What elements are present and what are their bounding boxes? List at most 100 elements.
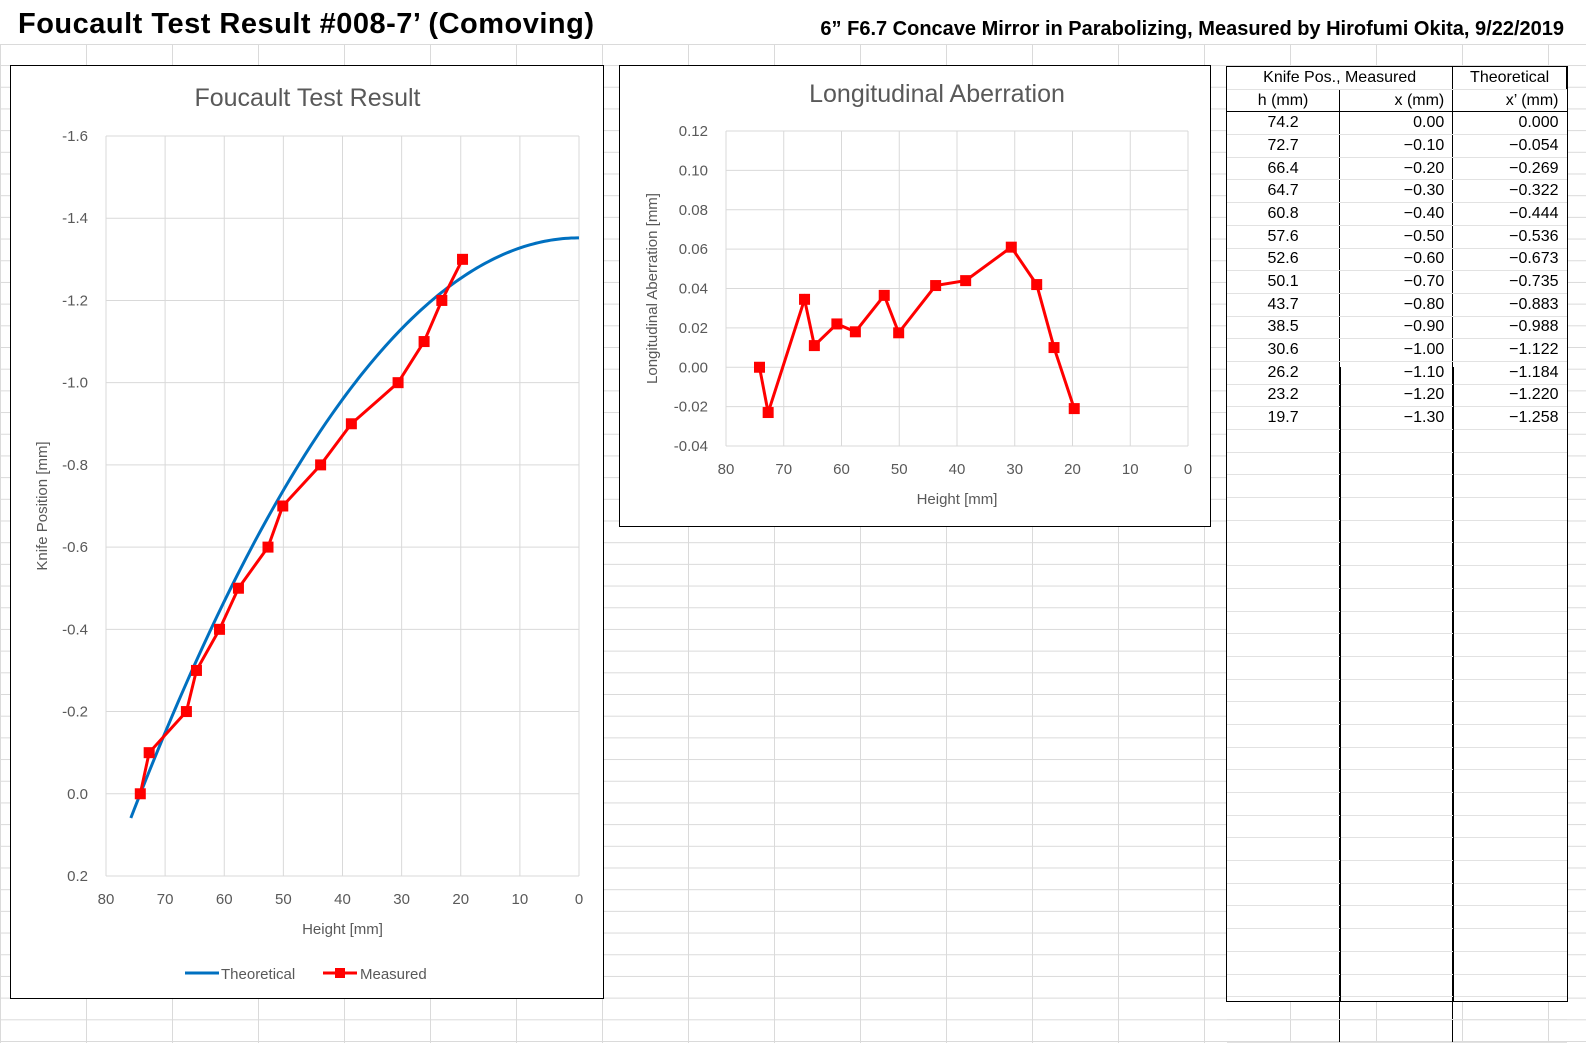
empty-row — [1227, 905, 1567, 930]
empty-cell — [1452, 905, 1567, 930]
y-tick-label: -0.6 — [62, 539, 88, 556]
empty-cell — [1452, 679, 1567, 703]
x-axis-title: Height [mm] — [917, 491, 998, 508]
empty-cell — [1339, 611, 1454, 635]
cell-x: −0.50 — [1339, 225, 1454, 249]
x-tick-label: 0 — [575, 891, 583, 908]
empty-row — [1227, 996, 1567, 1020]
data-point — [1005, 241, 1017, 253]
data-point — [180, 706, 192, 718]
cell-h: 60.8 — [1227, 202, 1341, 226]
table-row: 74.2 0.00 0.000 — [1227, 111, 1567, 136]
empty-cell — [1227, 1019, 1341, 1043]
empty-row — [1227, 883, 1567, 907]
y-tick-label: 0.10 — [679, 162, 708, 179]
data-point — [1031, 279, 1043, 291]
data-point — [232, 582, 244, 594]
empty-cell — [1339, 701, 1454, 725]
header-xprime: x’ (mm) — [1452, 89, 1567, 113]
x-tick-label: 20 — [452, 891, 469, 908]
aberration-chart[interactable]: Longitudinal Aberration 80 70 60 50 40 30 20 10 0… — [619, 65, 1211, 527]
empty-cell — [1227, 452, 1341, 476]
table-row: 26.2 −1.10 −1.184 — [1227, 361, 1567, 385]
cell-x: 0.00 — [1339, 111, 1454, 136]
data-point — [878, 289, 890, 301]
empty-cell — [1227, 542, 1341, 567]
data-point — [960, 275, 972, 287]
empty-row — [1227, 452, 1567, 476]
cell-x: −0.90 — [1339, 316, 1454, 340]
page-subtitle: 6” F6.7 Concave Mirror in Parabolizing, … — [820, 18, 1564, 40]
empty-cell — [1339, 769, 1454, 793]
foucault-chart[interactable]: Foucault Test Result 80 70 60 50 40 30 20 10 0 -1.… — [10, 65, 604, 999]
x-tick-label: 30 — [1006, 461, 1023, 478]
empty-row — [1227, 429, 1567, 453]
cell-x: −1.00 — [1339, 338, 1454, 362]
x-tick-label: 10 — [512, 891, 529, 908]
data-point — [831, 318, 843, 330]
x-tick-label: 80 — [718, 461, 735, 478]
empty-cell — [1452, 769, 1567, 793]
empty-cell — [1452, 883, 1567, 907]
empty-cell — [1339, 1019, 1454, 1043]
table-row: 64.7 −0.30 −0.322 — [1227, 179, 1567, 204]
data-point — [134, 788, 146, 800]
header-measured: Knife Pos., Measured — [1227, 67, 1454, 90]
y-tick-label: 0.12 — [679, 123, 708, 140]
empty-cell — [1452, 1019, 1567, 1043]
empty-cell — [1227, 769, 1341, 793]
empty-cell — [1452, 611, 1567, 635]
cell-h: 50.1 — [1227, 270, 1341, 294]
cell-x: −0.70 — [1339, 270, 1454, 294]
empty-cell — [1227, 497, 1341, 521]
empty-row — [1227, 974, 1567, 998]
empty-cell — [1339, 656, 1454, 680]
empty-row — [1227, 588, 1567, 612]
empty-cell — [1452, 974, 1567, 998]
empty-row — [1227, 951, 1567, 975]
data-point — [190, 664, 202, 676]
empty-cell — [1339, 497, 1454, 521]
x-tick-label: 30 — [393, 891, 410, 908]
x-tick-label: 60 — [216, 891, 233, 908]
y-tick-label: -0.2 — [62, 704, 88, 721]
cell-xprime: −0.673 — [1452, 248, 1567, 272]
cell-xprime: −0.988 — [1452, 316, 1567, 340]
cell-xprime: −0.054 — [1452, 134, 1567, 158]
empty-cell — [1227, 883, 1341, 907]
legend-measured: Measured — [360, 966, 427, 983]
empty-row — [1227, 565, 1567, 589]
empty-cell — [1339, 974, 1454, 998]
empty-cell — [1452, 860, 1567, 884]
legend-measured-marker-icon — [335, 968, 345, 978]
cell-xprime: −1.220 — [1452, 384, 1567, 408]
y-tick-label: -1.2 — [62, 292, 88, 309]
y-tick-label: -0.04 — [674, 438, 708, 455]
empty-row — [1227, 860, 1567, 884]
y-tick-label: -0.8 — [62, 457, 88, 474]
empty-cell — [1452, 565, 1567, 589]
empty-cell — [1452, 792, 1567, 816]
x-tick-label: 10 — [1122, 461, 1139, 478]
cell-x: −0.10 — [1339, 134, 1454, 158]
cell-h: 23.2 — [1227, 384, 1341, 408]
y-tick-label: -1.6 — [62, 128, 88, 145]
x-tick-label: 70 — [775, 461, 792, 478]
empty-row — [1227, 497, 1567, 521]
x-tick-label: 40 — [949, 461, 966, 478]
cell-xprime: −1.258 — [1452, 406, 1567, 430]
empty-cell — [1339, 905, 1454, 930]
empty-row — [1227, 928, 1567, 952]
empty-cell — [1452, 588, 1567, 612]
empty-cell — [1227, 928, 1341, 952]
cell-xprime: 0.000 — [1452, 111, 1567, 136]
table-row: 52.6 −0.60 −0.673 — [1227, 248, 1567, 272]
empty-cell — [1227, 656, 1341, 680]
title-row: Foucault Test Result #008-7’ (Comoving) … — [0, 0, 1586, 45]
data-point — [762, 407, 774, 419]
chart-title: Foucault Test Result — [194, 84, 420, 112]
empty-cell — [1339, 520, 1454, 544]
data-point — [893, 327, 905, 339]
data-point — [277, 500, 289, 512]
table-row: 38.5 −0.90 −0.988 — [1227, 316, 1567, 340]
